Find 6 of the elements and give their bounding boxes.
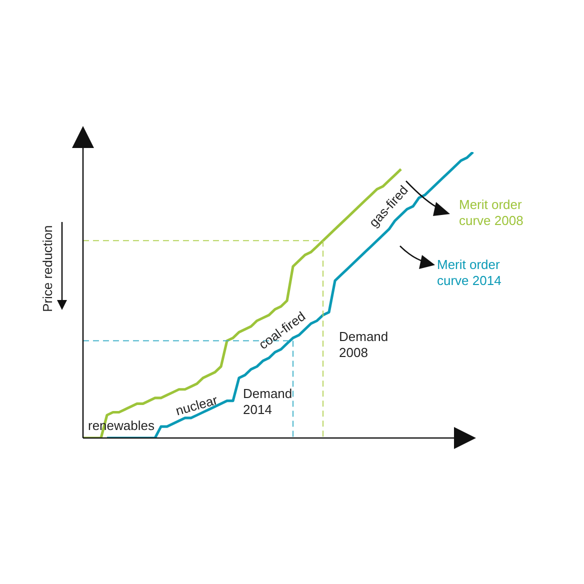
text: Merit order curve 2014 (437, 257, 502, 289)
annotation: nuclear (174, 392, 220, 420)
text: Merit order curve 2008 (459, 197, 524, 229)
annotation: Demand 2008 (339, 329, 390, 361)
annotation: Demand 2014 (243, 386, 293, 418)
y-axis-title: Price reduction (40, 225, 56, 312)
